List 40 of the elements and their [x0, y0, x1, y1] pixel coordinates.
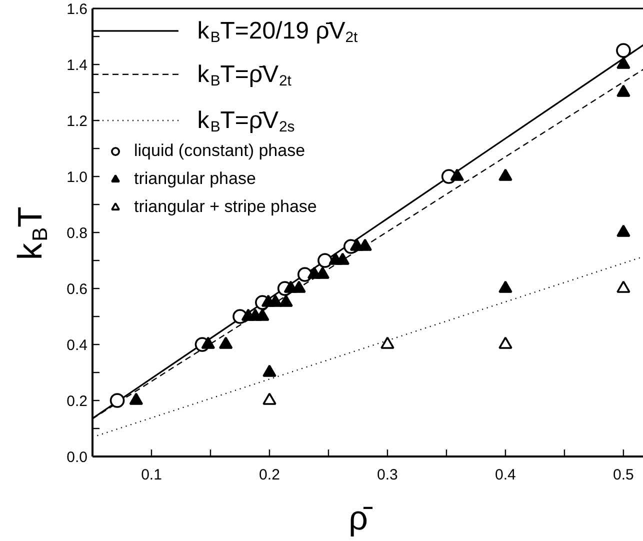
point: [201, 336, 216, 349]
x-tick-label: 0.3: [377, 466, 398, 484]
y-tick-label: 0.6: [66, 281, 88, 298]
point: [616, 280, 630, 293]
legend-label: triangular phase: [134, 169, 256, 189]
point: [498, 168, 512, 181]
point: [292, 280, 306, 293]
point: [268, 294, 282, 307]
y-tick-label: 1.2: [66, 113, 88, 130]
x-tick-label: 0.1: [141, 466, 162, 484]
point: [262, 364, 276, 377]
x-axis-title: ρ̄: [348, 500, 373, 538]
point: [218, 336, 233, 349]
point: [616, 56, 630, 69]
point: [262, 392, 276, 405]
point: [129, 392, 144, 405]
point: [498, 280, 512, 293]
y-tick-label: 1.0: [66, 169, 88, 186]
y-axis-title: kBT: [12, 206, 52, 260]
y-tick-label: 0.4: [66, 337, 88, 354]
y-tick-label: 1.4: [66, 57, 88, 74]
point: [255, 308, 270, 321]
y-tick-label: 0.0: [66, 449, 88, 466]
point: [616, 224, 630, 237]
y-tick-label: 0.8: [66, 225, 88, 242]
point: [498, 336, 512, 349]
x-tick-label: 0.5: [613, 466, 634, 484]
point: [336, 252, 350, 265]
point: [616, 84, 630, 97]
legend-label: triangular + stripe phase: [134, 197, 317, 217]
point: [316, 266, 330, 279]
point: [358, 238, 372, 251]
y-tick-label: 1.6: [66, 1, 88, 18]
point: [380, 336, 394, 349]
x-tick-label: 0.4: [495, 466, 516, 484]
legend-label: liquid (constant) phase: [134, 141, 306, 161]
x-tick-label: 0.2: [259, 466, 280, 484]
point: [450, 168, 464, 181]
y-tick-label: 0.2: [66, 393, 88, 410]
point: [279, 294, 293, 307]
